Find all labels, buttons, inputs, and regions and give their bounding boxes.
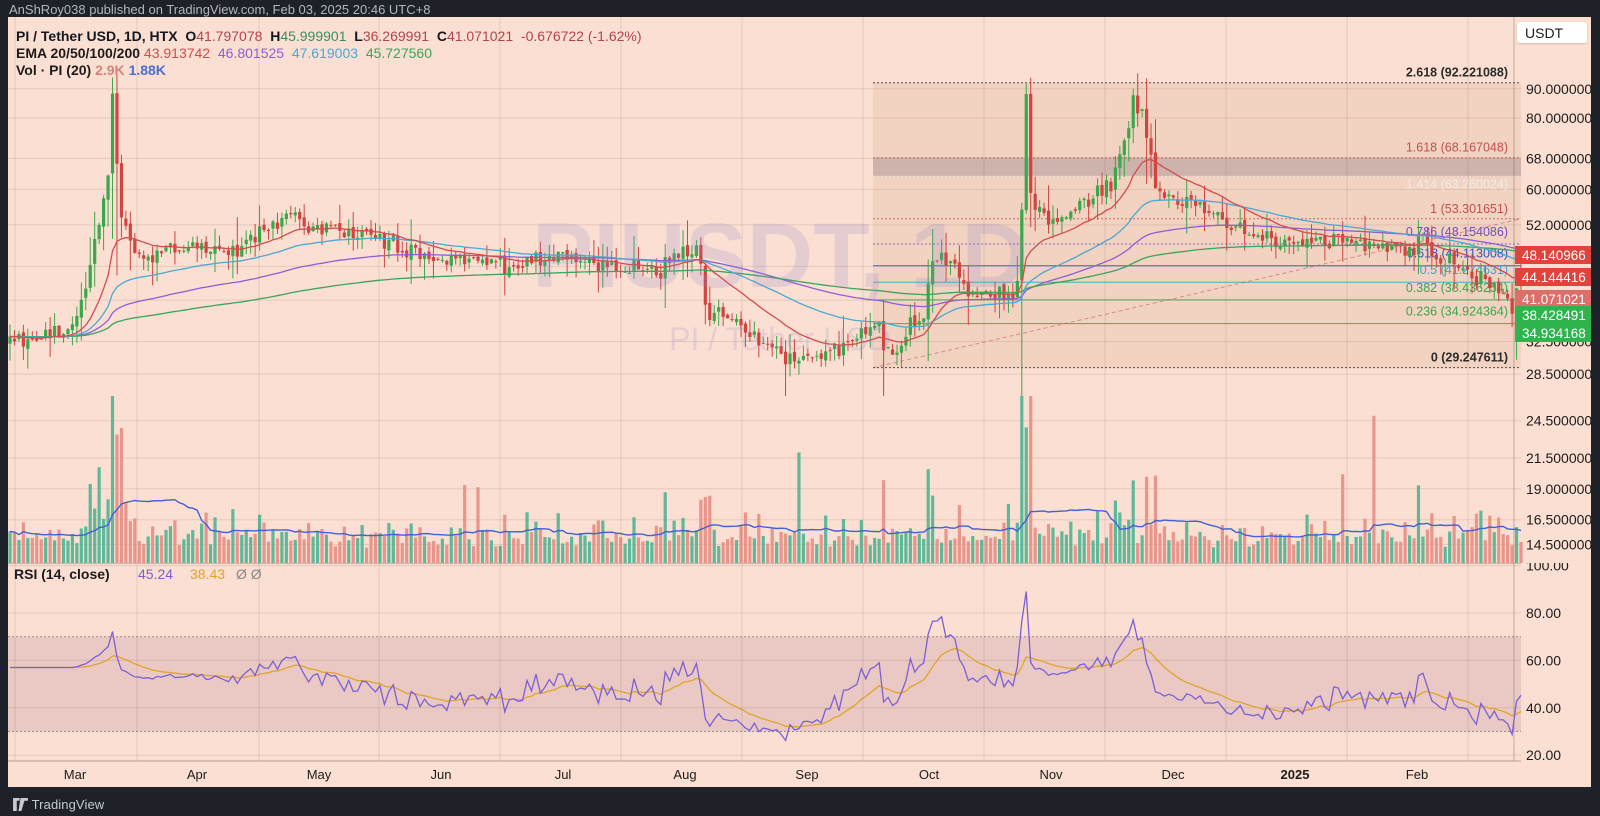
svg-text:1 (53.301651): 1 (53.301651) bbox=[1430, 202, 1508, 216]
svg-text:0.382 (38.436254): 0.382 (38.436254) bbox=[1406, 281, 1508, 295]
svg-text:PI / Tether USD: PI / Tether USD bbox=[669, 321, 891, 357]
svg-text:80.000000: 80.000000 bbox=[1526, 110, 1591, 126]
svg-text:0 (29.247611): 0 (29.247611) bbox=[1431, 351, 1508, 365]
svg-text:38.43: 38.43 bbox=[190, 566, 225, 582]
svg-text:1.618 (68.167048): 1.618 (68.167048) bbox=[1406, 141, 1508, 155]
svg-text:80.00: 80.00 bbox=[1526, 605, 1561, 621]
svg-text:May: May bbox=[307, 767, 332, 782]
svg-text:Nov: Nov bbox=[1039, 767, 1063, 782]
svg-text:2025: 2025 bbox=[1281, 767, 1310, 782]
svg-text:60.000000: 60.000000 bbox=[1526, 181, 1591, 197]
svg-text:34.934168: 34.934168 bbox=[1522, 326, 1586, 341]
svg-text:14.500000: 14.500000 bbox=[1526, 536, 1591, 552]
svg-text:0.786 (48.154086): 0.786 (48.154086) bbox=[1406, 225, 1508, 239]
svg-text:Jun: Jun bbox=[431, 767, 452, 782]
svg-text:20.00: 20.00 bbox=[1526, 747, 1561, 763]
svg-text:2.618 (92.221088): 2.618 (92.221088) bbox=[1406, 66, 1508, 80]
svg-text:Sep: Sep bbox=[795, 767, 818, 782]
svg-text:68.000000: 68.000000 bbox=[1526, 150, 1591, 166]
svg-text:48.140966: 48.140966 bbox=[1522, 248, 1586, 263]
svg-text:1.414 (63.260024): 1.414 (63.260024) bbox=[1406, 177, 1508, 191]
svg-text:Dec: Dec bbox=[1161, 767, 1185, 782]
svg-text:Oct: Oct bbox=[919, 767, 940, 782]
svg-text:Aug: Aug bbox=[673, 767, 696, 782]
svg-text:21.500000: 21.500000 bbox=[1526, 450, 1591, 466]
svg-text:44.144416: 44.144416 bbox=[1522, 270, 1586, 285]
svg-text:28.500000: 28.500000 bbox=[1526, 366, 1591, 382]
svg-text:Mar: Mar bbox=[64, 767, 87, 782]
svg-text:Ø Ø: Ø Ø bbox=[236, 566, 262, 582]
svg-text:90.000000: 90.000000 bbox=[1526, 81, 1591, 97]
svg-text:60.00: 60.00 bbox=[1526, 652, 1561, 668]
svg-text:45.24: 45.24 bbox=[138, 566, 173, 582]
svg-text:16.500000: 16.500000 bbox=[1526, 512, 1591, 528]
svg-text:38.428491: 38.428491 bbox=[1522, 308, 1586, 323]
svg-text:Apr: Apr bbox=[187, 767, 208, 782]
svg-text:Feb: Feb bbox=[1406, 767, 1428, 782]
svg-text:52.000000: 52.000000 bbox=[1526, 217, 1591, 233]
svg-text:24.500000: 24.500000 bbox=[1526, 413, 1591, 429]
svg-text:40.00: 40.00 bbox=[1526, 700, 1561, 716]
svg-text:PIUSDT, 1D: PIUSDT, 1D bbox=[532, 205, 1028, 307]
svg-text:0.236 (34.924364): 0.236 (34.924364) bbox=[1406, 305, 1508, 319]
svg-text:41.071021: 41.071021 bbox=[1522, 292, 1586, 307]
svg-text:19.000000: 19.000000 bbox=[1526, 481, 1591, 497]
svg-text:RSI (14, close): RSI (14, close) bbox=[14, 566, 110, 582]
svg-text:Jul: Jul bbox=[555, 767, 572, 782]
